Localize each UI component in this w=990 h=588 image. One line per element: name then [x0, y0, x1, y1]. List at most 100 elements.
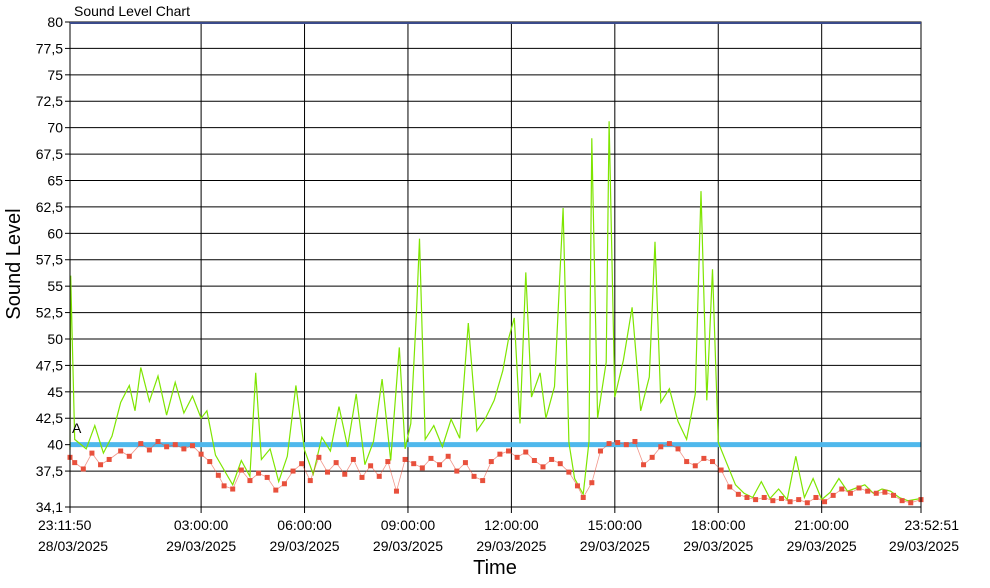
x-axis: 23:11:50 28/03/2025 03:00:00 29/03/2025 06:0…: [38, 507, 959, 554]
x-tick-time-label: 21:00:00: [794, 517, 849, 533]
x-tick-time-label: 18:00:00: [691, 517, 746, 533]
plot-area-border: [69, 21, 922, 508]
series-marker: [164, 444, 170, 450]
series-marker: [589, 480, 595, 486]
x-tick-date-label: 28/03/2025: [38, 538, 108, 554]
x-tick-time-label: 23:52:51: [905, 517, 960, 533]
y-tick-label: 47,5: [36, 357, 63, 373]
y-tick-label: 62,5: [36, 199, 63, 215]
series-marker: [744, 494, 750, 500]
series-marker: [523, 449, 529, 455]
series-marker: [684, 459, 690, 465]
series-marker: [89, 450, 95, 456]
series-marker: [411, 461, 417, 467]
series-marker: [146, 447, 152, 453]
series-marker: [649, 454, 655, 460]
series-line: [69, 121, 922, 502]
series-marker: [106, 456, 112, 462]
series-marker: [350, 456, 356, 462]
series-marker: [839, 486, 845, 492]
series-marker: [126, 453, 132, 459]
series-marker: [207, 459, 213, 465]
annotations: A: [72, 420, 82, 436]
x-tick-time-label: 09:00:00: [381, 517, 436, 533]
x-tick-date-label: 29/03/2025: [166, 538, 236, 554]
y-tick-label: 72,5: [36, 93, 63, 109]
y-tick-label: 80: [47, 14, 63, 30]
series-marker: [181, 446, 187, 452]
x-tick-time-label: 15:00:00: [588, 517, 643, 533]
y-tick-label: 65: [47, 172, 63, 188]
series-marker: [531, 458, 537, 464]
x-tick-date-label: 29/03/2025: [580, 538, 650, 554]
series-marker: [856, 485, 862, 491]
series-marker: [735, 491, 741, 497]
series-marker: [80, 466, 86, 472]
series-marker: [256, 470, 262, 476]
series-marker: [437, 462, 443, 468]
series-marker: [325, 469, 331, 475]
series-marker: [273, 487, 279, 493]
series-marker: [290, 468, 296, 474]
series-marker: [428, 455, 434, 461]
series-marker: [98, 462, 104, 468]
series-marker: [908, 500, 914, 506]
series-marker: [796, 497, 802, 503]
y-tick-label: 55: [47, 278, 63, 294]
series-marker: [574, 483, 580, 489]
series-marker: [899, 498, 905, 504]
series-marker: [281, 481, 287, 487]
series-marker: [597, 448, 603, 454]
series-marker: [488, 459, 494, 465]
series-marker: [623, 442, 629, 448]
x-tick-date-label: 29/03/2025: [889, 538, 959, 554]
y-tick-label: 70: [47, 120, 63, 136]
y-axis: 34,1 37,5 40 42,5 45 47,5 50 52,5 55 57,5 60 62,5 65…: [36, 14, 70, 515]
series-marker: [580, 494, 586, 500]
series-group: [67, 121, 924, 506]
series-marker: [557, 461, 563, 467]
annotation-label: A: [72, 420, 82, 436]
series-marker: [770, 498, 776, 504]
x-axis-label: Time: [473, 557, 517, 579]
series-marker: [718, 467, 724, 473]
series-marker: [615, 440, 621, 446]
series-marker: [471, 473, 477, 479]
y-tick-label: 57,5: [36, 252, 63, 268]
series-marker: [549, 456, 555, 462]
series-marker: [419, 465, 425, 471]
series-marker: [368, 463, 374, 469]
series-marker: [692, 463, 698, 469]
series-marker: [813, 494, 819, 500]
series-marker: [230, 486, 236, 492]
series-marker: [710, 459, 716, 465]
x-tick-date-label: 29/03/2025: [683, 538, 753, 554]
series-marker: [566, 469, 572, 475]
series-marker-line: [69, 440, 922, 504]
y-tick-label: 45: [47, 384, 63, 400]
series-marker: [632, 438, 638, 444]
series-marker: [333, 460, 339, 466]
series-marker: [666, 441, 672, 447]
series-marker: [299, 461, 305, 467]
series-marker: [675, 446, 681, 452]
y-tick-label: 52,5: [36, 305, 63, 321]
y-tick-label: 50: [47, 331, 63, 347]
series-marker: [497, 451, 503, 457]
series-marker: [822, 499, 828, 505]
grid: [70, 21, 921, 508]
y-tick-label: 34,1: [36, 499, 63, 515]
y-tick-label: 40: [47, 437, 63, 453]
series-marker: [514, 454, 520, 460]
series-marker: [480, 478, 486, 484]
x-tick-date-label: 29/03/2025: [476, 538, 546, 554]
series-marker: [342, 471, 348, 477]
series-marker: [359, 474, 365, 480]
y-axis-label: Sound Level: [3, 208, 25, 319]
series-marker: [247, 478, 253, 484]
series-marker: [215, 472, 221, 478]
series-marker: [393, 488, 399, 494]
series-marker: [830, 492, 836, 498]
series-marker: [787, 499, 793, 505]
